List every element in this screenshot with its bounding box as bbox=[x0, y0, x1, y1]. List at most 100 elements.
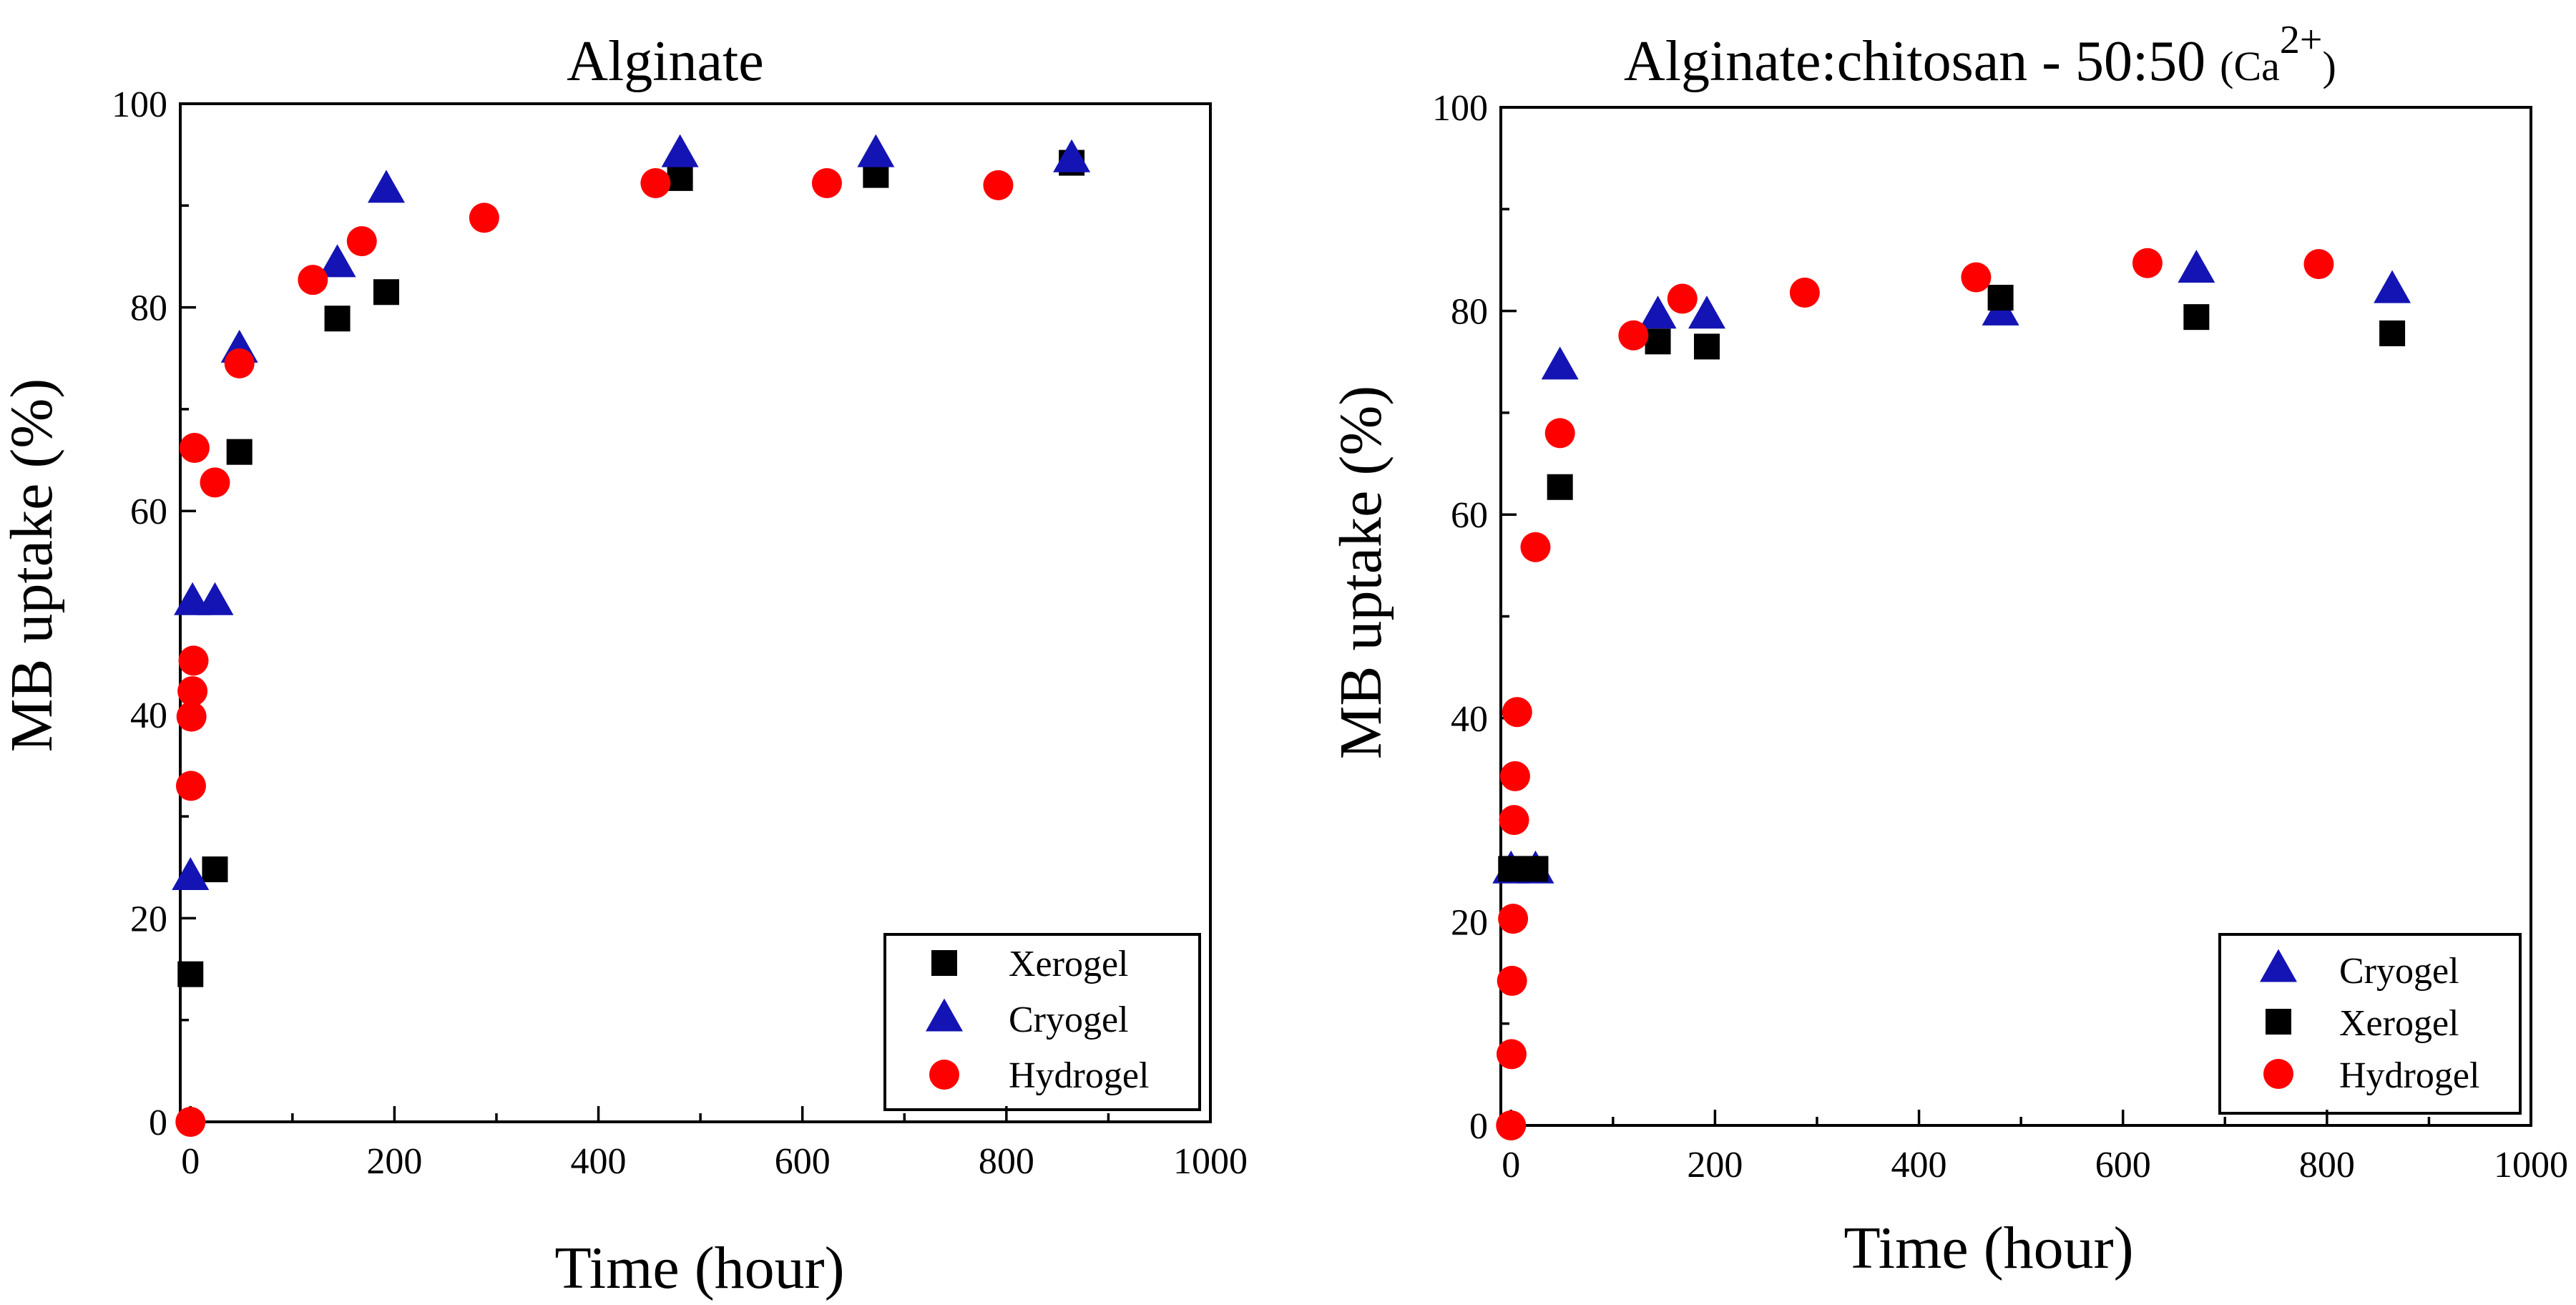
y-tick-label: 20 bbox=[1451, 902, 1488, 943]
x-tick-label: 200 bbox=[1687, 1145, 1743, 1186]
data-point-hydrogel bbox=[2303, 249, 2334, 280]
data-point-hydrogel bbox=[1499, 805, 1529, 836]
data-point-hydrogel bbox=[200, 467, 230, 498]
legend-symbol-hydrogel bbox=[929, 1060, 959, 1090]
data-point-hydrogel bbox=[1618, 320, 1649, 351]
series-xerogel bbox=[1498, 285, 2406, 882]
x-axis-label: Time (hour) bbox=[554, 1235, 844, 1301]
data-point-xerogel bbox=[226, 439, 253, 465]
data-point-xerogel bbox=[2183, 304, 2210, 331]
y-tick-label: 80 bbox=[1451, 292, 1488, 333]
x-tick-label: 0 bbox=[1502, 1145, 1520, 1186]
data-point-cryogel bbox=[2374, 270, 2411, 303]
x-tick-label: 0 bbox=[181, 1141, 200, 1182]
x-tick-label: 200 bbox=[366, 1141, 422, 1182]
data-point-cryogel bbox=[318, 244, 356, 278]
data-point-xerogel bbox=[202, 856, 228, 883]
data-point-hydrogel bbox=[811, 167, 842, 198]
y-tick-label: 40 bbox=[130, 695, 167, 736]
y-tick-label: 60 bbox=[130, 492, 167, 532]
data-point-cryogel bbox=[196, 582, 234, 615]
data-point-hydrogel bbox=[175, 1107, 206, 1137]
y-tick-label: 60 bbox=[1451, 495, 1488, 536]
series-hydrogel bbox=[1496, 248, 2334, 1140]
data-point-xerogel bbox=[1522, 856, 1549, 882]
chart-title: Alginate bbox=[567, 30, 763, 93]
legend-symbol-xerogel bbox=[2266, 1009, 2291, 1035]
legend: Cryogel Xerogel Hydrogel bbox=[2218, 933, 2522, 1115]
legend-symbols bbox=[926, 950, 963, 1090]
data-point-cryogel bbox=[172, 856, 210, 890]
x-tick-label: 800 bbox=[2299, 1145, 2355, 1186]
data-point-hydrogel bbox=[1667, 283, 1698, 314]
legend-symbol-hydrogel bbox=[2263, 1059, 2293, 1089]
data-points bbox=[172, 134, 1091, 1137]
data-point-hydrogel bbox=[177, 676, 208, 707]
axis-tick-labels: 0 200 400 600 800 1000 0 20 40 60 80 100 bbox=[1432, 88, 2568, 1186]
legend-label-cryogel: Cryogel bbox=[1009, 999, 1129, 1040]
y-axis-label: MB uptake (%) bbox=[1328, 386, 1394, 760]
y-tick-label: 20 bbox=[130, 899, 167, 939]
data-point-cryogel bbox=[857, 134, 895, 167]
y-tick-label: 40 bbox=[1451, 699, 1488, 740]
data-point-hydrogel bbox=[983, 170, 1014, 200]
data-point-xerogel bbox=[667, 165, 693, 191]
data-point-xerogel bbox=[1694, 333, 1720, 360]
legend-label-hydrogel: Hydrogel bbox=[2339, 1055, 2479, 1096]
data-point-xerogel bbox=[177, 961, 204, 987]
chart-alginate: Alginate MB uptake (%) Time (hour) 0 200… bbox=[0, 30, 1248, 1301]
data-point-hydrogel bbox=[298, 265, 328, 295]
legend-symbols bbox=[2260, 949, 2297, 1089]
data-points bbox=[1492, 248, 2411, 1140]
x-tick-label: 600 bbox=[2095, 1145, 2151, 1186]
data-point-xerogel bbox=[373, 279, 399, 306]
legend-box bbox=[883, 933, 1201, 1111]
data-point-xerogel bbox=[1498, 856, 1524, 882]
data-point-xerogel bbox=[324, 306, 351, 332]
x-tick-label: 1000 bbox=[1173, 1141, 1248, 1182]
data-point-cryogel bbox=[1541, 346, 1579, 380]
x-axis-label: Time (hour) bbox=[1843, 1215, 2133, 1281]
y-tick-label: 0 bbox=[1469, 1106, 1488, 1147]
legend-label-xerogel: Xerogel bbox=[2339, 1003, 2459, 1044]
data-point-cryogel bbox=[368, 170, 405, 203]
data-point-xerogel bbox=[1987, 285, 2014, 311]
chart-title-main: Alginate:chitosan - 50:50 bbox=[1624, 30, 2220, 93]
data-point-hydrogel bbox=[178, 645, 209, 676]
data-point-hydrogel bbox=[1499, 761, 1530, 791]
data-point-cryogel bbox=[1639, 295, 1677, 329]
data-point-hydrogel bbox=[175, 771, 206, 801]
data-point-hydrogel bbox=[1544, 418, 1575, 449]
x-tick-label: 600 bbox=[775, 1141, 831, 1182]
data-point-cryogel bbox=[2178, 250, 2215, 283]
legend-label-xerogel: Xerogel bbox=[1009, 944, 1128, 984]
x-tick-label: 400 bbox=[1891, 1145, 1947, 1186]
data-point-hydrogel bbox=[1496, 1039, 1527, 1070]
data-point-hydrogel bbox=[1496, 1110, 1527, 1140]
data-point-hydrogel bbox=[640, 167, 671, 198]
data-point-xerogel bbox=[2379, 320, 2406, 346]
data-point-hydrogel bbox=[224, 348, 255, 378]
chart-title-paren: (Ca bbox=[2220, 43, 2280, 89]
data-point-hydrogel bbox=[176, 701, 207, 732]
y-tick-label: 100 bbox=[1432, 88, 1488, 129]
data-point-hydrogel bbox=[1497, 965, 1527, 996]
data-point-cryogel bbox=[1688, 295, 1725, 329]
y-tick-label: 0 bbox=[149, 1103, 167, 1143]
data-point-hydrogel bbox=[1789, 277, 1820, 308]
data-point-hydrogel bbox=[1520, 532, 1551, 562]
legend: Xerogel Cryogel Hydrogel bbox=[883, 933, 1201, 1111]
legend-box bbox=[2218, 933, 2522, 1115]
data-point-hydrogel bbox=[1498, 904, 1529, 934]
y-tick-label: 80 bbox=[130, 288, 167, 329]
data-point-hydrogel bbox=[469, 202, 499, 233]
data-point-hydrogel bbox=[1961, 262, 1992, 293]
data-point-xerogel bbox=[1547, 474, 1573, 500]
axis-tick-labels: 0 200 400 600 800 1000 0 20 40 60 80 100 bbox=[112, 84, 1248, 1182]
data-point-hydrogel bbox=[2132, 248, 2163, 278]
data-point-hydrogel bbox=[346, 226, 377, 257]
series-cryogel bbox=[172, 134, 1091, 890]
legend-symbol-cryogel bbox=[2260, 949, 2297, 982]
y-axis-label: MB uptake (%) bbox=[0, 378, 65, 753]
